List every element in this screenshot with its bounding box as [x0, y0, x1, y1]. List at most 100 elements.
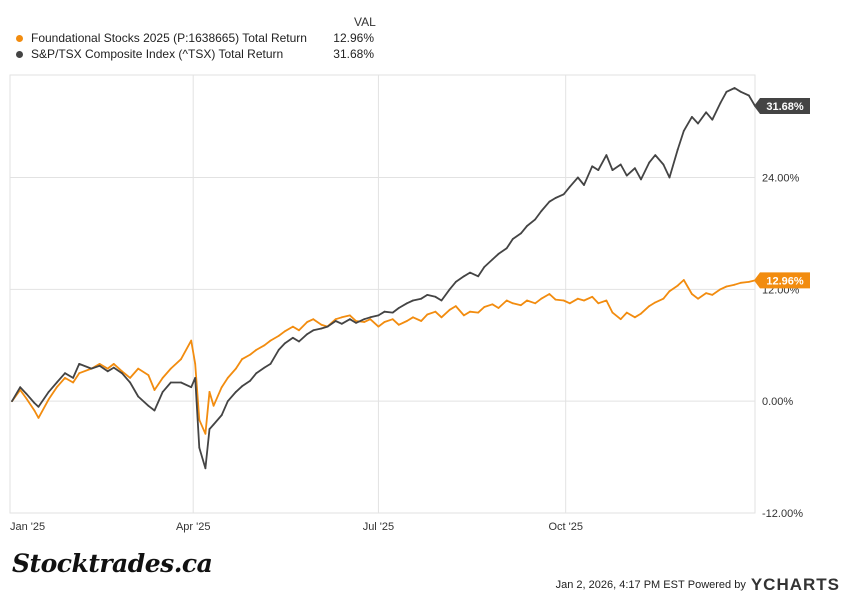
series-point [72, 381, 74, 384]
series-point [64, 377, 66, 379]
series-point [37, 405, 40, 408]
series-point [426, 313, 429, 316]
series-point [611, 311, 614, 314]
series-point [739, 90, 742, 93]
series-point [129, 381, 132, 384]
series-point [283, 330, 286, 333]
series-point [591, 165, 594, 168]
series-point [298, 329, 300, 332]
series-point [320, 327, 323, 330]
series-point [11, 400, 13, 403]
series-point [534, 302, 537, 305]
series-point [520, 304, 522, 307]
series-point [426, 294, 429, 296]
series-point [25, 392, 28, 395]
series-point [597, 302, 600, 305]
series-point [469, 310, 471, 313]
series-point [180, 358, 182, 361]
series-point [355, 320, 357, 322]
series-point [711, 118, 714, 121]
x-tick-label: Apr '25 [176, 521, 211, 533]
series-point [605, 154, 608, 157]
series-point [448, 308, 451, 311]
series-point [625, 174, 628, 177]
series-point [711, 294, 714, 296]
series-point [90, 367, 93, 370]
series-point [147, 374, 150, 376]
series-point [662, 297, 665, 300]
chart-footer: Jan 2, 2026, 4:17 PM EST Powered by YCHA… [556, 575, 840, 595]
series-point [526, 299, 528, 302]
series-point [619, 163, 622, 166]
legend-val-header: VAL [354, 15, 376, 29]
series-point [654, 301, 657, 304]
series-line-tsx [11, 87, 756, 470]
series-point [241, 358, 243, 361]
series-point [691, 293, 693, 295]
series-point [725, 90, 728, 93]
series-point [340, 322, 343, 325]
series-point [682, 130, 685, 132]
series-point [497, 307, 500, 309]
series-point [363, 318, 366, 321]
series-point [697, 297, 699, 300]
series-point [98, 364, 101, 367]
legend-item-tsx[interactable]: S&P/TSX Composite Index (^TSX) Total Ret… [16, 46, 283, 62]
series-point [520, 232, 522, 235]
series-point [412, 316, 414, 319]
series-point [363, 321, 366, 323]
series-point [78, 372, 81, 375]
series-point [705, 292, 707, 294]
series-point [334, 318, 337, 321]
series-point [691, 116, 693, 118]
series-point [33, 409, 36, 412]
series-point [292, 336, 294, 339]
chart-legend: VAL Foundational Stocks 2025 (P:1638665)… [0, 0, 400, 66]
series-point [583, 184, 585, 186]
series-point [208, 428, 211, 430]
legend-dot-icon [16, 50, 23, 58]
series-point [72, 377, 74, 379]
series-point [463, 275, 465, 278]
series-point [137, 395, 140, 398]
series-point [662, 163, 665, 166]
series-point [548, 293, 551, 295]
series-point [377, 314, 380, 317]
series-point [226, 377, 229, 379]
series-point [334, 320, 337, 322]
series-point [705, 111, 707, 114]
series-point [121, 370, 123, 373]
series-point [220, 414, 223, 416]
series-point [420, 297, 423, 300]
series-point [198, 418, 201, 421]
series-point [212, 423, 215, 426]
series-point [440, 299, 443, 302]
series-point [33, 402, 36, 404]
end-value-tag [754, 272, 810, 289]
series-point [454, 281, 457, 283]
series-point [448, 288, 451, 291]
series-point [340, 316, 343, 319]
series-point [292, 325, 294, 328]
series-point [326, 325, 329, 328]
series-point [505, 247, 508, 250]
series-point [355, 322, 357, 324]
series-point [554, 298, 557, 301]
series-point [55, 381, 58, 384]
series-point [434, 310, 437, 313]
series-point [733, 283, 736, 286]
series-point [25, 397, 28, 400]
series-point [349, 314, 351, 317]
series-point [283, 342, 286, 345]
series-point [78, 363, 81, 365]
series-point [591, 295, 594, 298]
series-point [668, 176, 671, 179]
y-tick-label: -12.00% [762, 508, 803, 520]
y-tick-label: 24.00% [762, 173, 800, 185]
series-point [454, 305, 457, 307]
series-point [306, 333, 309, 335]
series-point [562, 193, 565, 196]
series-point [369, 316, 372, 319]
legend-item-foundational[interactable]: Foundational Stocks 2025 (P:1638665) Tot… [16, 30, 307, 46]
series-point [320, 323, 323, 326]
